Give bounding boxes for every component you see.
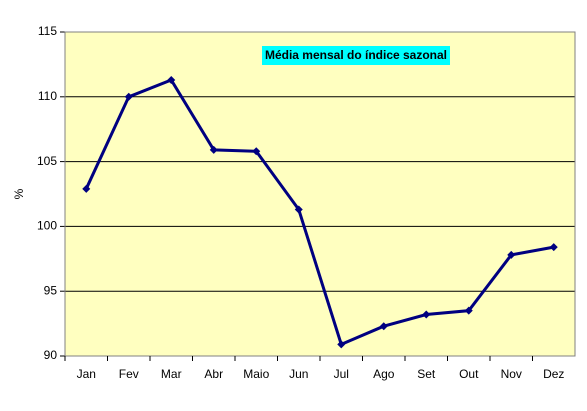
x-tick-label: Abr: [204, 367, 223, 381]
chart-title: Média mensal do índice sazonal: [265, 48, 447, 62]
data-point: [294, 205, 303, 214]
data-point: [507, 250, 516, 259]
x-tick-label: Fev: [119, 367, 139, 381]
data-point: [124, 92, 133, 101]
data-point: [337, 340, 346, 349]
title-box: [262, 46, 450, 65]
x-tick-label: Maio: [243, 367, 269, 381]
data-point: [549, 243, 558, 252]
data-point: [167, 75, 176, 84]
y-tick-label: 105: [37, 154, 57, 168]
y-axis-label: %: [12, 188, 26, 199]
y-tick-label: 90: [44, 348, 58, 362]
x-tick-label: Dez: [543, 367, 564, 381]
y-tick-label: 100: [37, 219, 57, 233]
x-tick-label: Out: [459, 367, 479, 381]
y-tick-label: 95: [44, 283, 58, 297]
data-point: [252, 147, 261, 156]
data-point: [379, 322, 388, 331]
data-line: [84, 78, 555, 347]
data-point: [209, 145, 218, 154]
x-tick-label: Mar: [161, 367, 182, 381]
data-point: [464, 306, 473, 315]
y-tick-label: 110: [38, 89, 57, 103]
x-tick-label: Ago: [373, 367, 395, 381]
x-tick-label: Jun: [289, 367, 308, 381]
x-tick-label: Jul: [334, 367, 349, 381]
data-point: [82, 184, 91, 193]
x-tick-label: Nov: [501, 367, 522, 381]
y-tick-label: 115: [38, 24, 57, 38]
x-tick-label: Set: [417, 367, 436, 381]
x-tick-label: Jan: [77, 367, 96, 381]
data-point: [422, 310, 431, 319]
plot-area: [65, 32, 575, 356]
